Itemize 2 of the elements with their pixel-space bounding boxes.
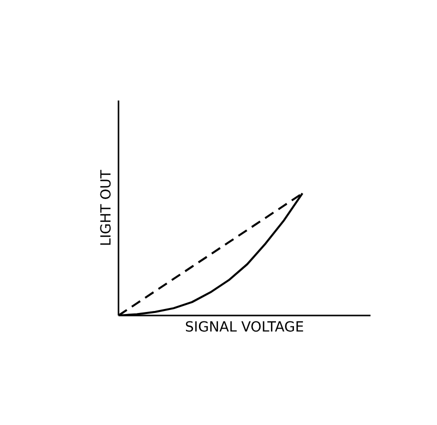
y-axis-title: LIGHT OUT <box>98 169 114 246</box>
x-axis-title: SIGNAL VOLTAGE <box>185 320 304 336</box>
